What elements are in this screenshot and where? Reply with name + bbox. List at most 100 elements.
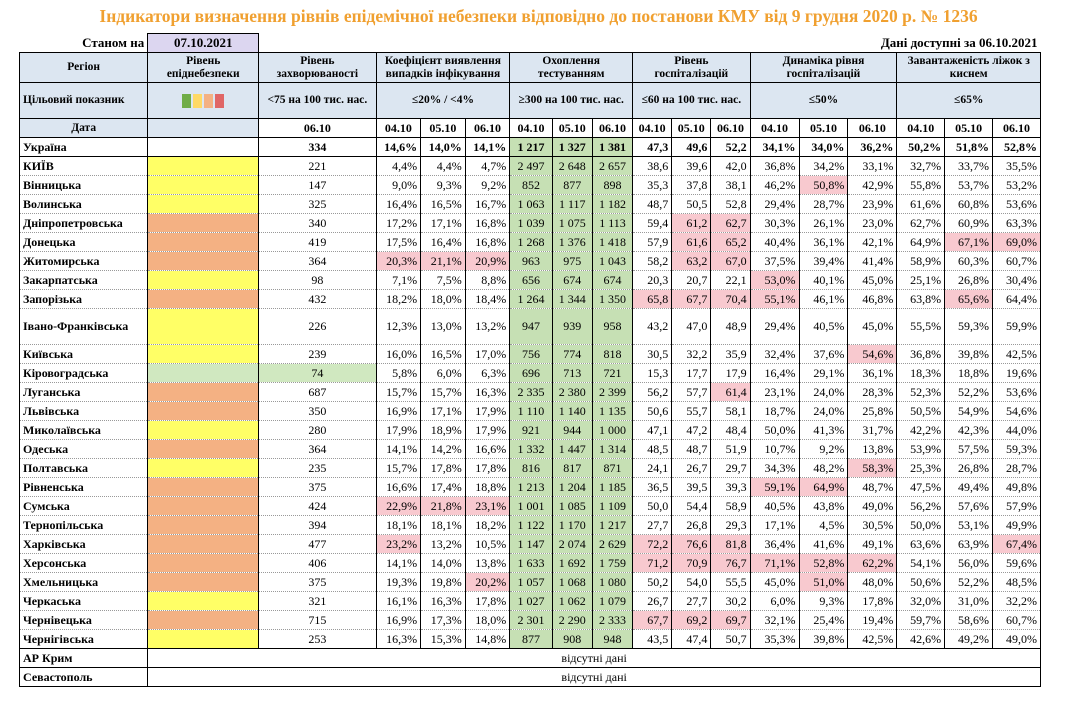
testing-value: 1 000: [591, 420, 634, 440]
beds-value: 39,8%: [944, 344, 993, 364]
table-row: Чернівецька 715 16,9% 17,3% 18,0% 2 301 2 290 2…: [18, 610, 1041, 630]
detection-value: 15,7%: [375, 458, 422, 478]
beds-value: 63,9%: [944, 534, 993, 554]
beds-value: 55,8%: [896, 175, 946, 195]
incidence-value: 74: [258, 363, 377, 383]
region-name: Чернігівська: [18, 629, 149, 649]
hosp-value: 38,1: [710, 175, 751, 195]
danger-level-cell: [147, 137, 260, 157]
testing-value: 1 327: [551, 137, 593, 157]
beds-value: 36,8%: [896, 344, 946, 364]
beds-value: 42,3%: [944, 420, 993, 440]
detection-value: 20,9%: [464, 251, 511, 271]
incidence-value: 321: [258, 591, 377, 611]
hosp-value: 17,9: [710, 363, 751, 383]
hosp-value: 47,2: [671, 420, 712, 440]
hosp-dynamics-value: 36,1%: [798, 232, 849, 252]
detection-value: 14,0%: [420, 553, 466, 573]
beds-value: 49,2%: [944, 629, 993, 649]
testing-value: 2 380: [551, 382, 593, 402]
table-row: Одеська 364 14,1% 14,2% 16,6% 1 332 1 447 1 314…: [18, 439, 1041, 459]
testing-value: 1 447: [551, 439, 593, 459]
danger-level-cell: [147, 534, 260, 554]
testing-value: 1 185: [591, 477, 634, 497]
hosp-dynamics-value: 28,7%: [798, 194, 849, 214]
table-row: Запорізька 432 18,2% 18,0% 18,4% 1 264 1 344 1 …: [18, 289, 1041, 309]
date-header: 04.10: [375, 118, 422, 138]
hosp-dynamics-value: 36,2%: [847, 137, 898, 157]
beds-value: 33,7%: [944, 156, 993, 176]
detection-value: 10,5%: [464, 534, 511, 554]
hosp-dynamics-value: 26,1%: [798, 213, 849, 233]
date-header: 06.10: [992, 118, 1041, 138]
beds-value: 53,9%: [896, 439, 946, 459]
indicators-table: Станом на 07.10.2021 Дані доступні за 06…: [18, 33, 1041, 687]
date-header: 04.10: [896, 118, 946, 138]
hosp-dynamics-value: 41,3%: [798, 420, 849, 440]
table-row: КИЇВ 221 4,4% 4,4% 4,7% 2 497 2 648 2 657 38,6 39…: [18, 156, 1041, 176]
incidence-value: 364: [258, 439, 377, 459]
detection-value: 7,5%: [420, 270, 466, 290]
hosp-dynamics-value: 53,0%: [749, 270, 800, 290]
hosp-dynamics-value: 13,8%: [847, 439, 898, 459]
beds-value: 52,3%: [896, 382, 946, 402]
hosp-value: 67,7: [632, 610, 673, 630]
detection-value: 9,2%: [464, 175, 511, 195]
hosp-dynamics-value: 37,6%: [798, 344, 849, 364]
testing-value: 1 062: [551, 591, 593, 611]
hosp-value: 30,5: [632, 344, 673, 364]
incidence-value: 235: [258, 458, 377, 478]
beds-value: 65,6%: [944, 289, 993, 309]
beds-value: 63,6%: [896, 534, 946, 554]
region-name: Волинська: [18, 194, 149, 214]
hosp-dynamics-value: 48,7%: [847, 477, 898, 497]
date-header: 06.10: [464, 118, 511, 138]
hosp-dynamics-value: 40,5%: [798, 308, 849, 345]
hosp-dynamics-value: 50,0%: [749, 420, 800, 440]
hosp-value: 15,3: [632, 363, 673, 383]
testing-value: 1 381: [591, 137, 634, 157]
incidence-value: 226: [258, 308, 377, 345]
hosp-value: 50,6: [632, 401, 673, 421]
level-legend: [147, 82, 260, 119]
testing-value: 1 079: [591, 591, 634, 611]
hosp-dynamics-value: 42,5%: [847, 629, 898, 649]
region-name: КИЇВ: [18, 156, 149, 176]
hosp-value: 65,8: [632, 289, 673, 309]
beds-value: 54,9%: [944, 401, 993, 421]
detection-value: 6,3%: [464, 363, 511, 383]
hosp-value: 70,9: [671, 553, 712, 573]
beds-value: 49,8%: [992, 477, 1041, 497]
testing-value: 947: [509, 308, 553, 345]
testing-value: 852: [509, 175, 553, 195]
hosp-dynamics-value: 34,1%: [749, 137, 800, 157]
detection-value: 18,1%: [375, 515, 422, 535]
hosp-dynamics-value: 32,4%: [749, 344, 800, 364]
date-header: 06.10: [847, 118, 898, 138]
incidence-value: 350: [258, 401, 377, 421]
beds-value: 61,6%: [896, 194, 946, 214]
incidence-value: 239: [258, 344, 377, 364]
danger-level-cell: [147, 572, 260, 592]
detection-value: 17,1%: [420, 401, 466, 421]
table-row: Севастополь відсутні дані: [18, 667, 1041, 687]
hosp-dynamics-value: 36,1%: [847, 363, 898, 383]
detection-value: 17,0%: [464, 344, 511, 364]
testing-value: 1 068: [551, 572, 593, 592]
testing-value: 2 335: [509, 382, 553, 402]
incidence-value: 424: [258, 496, 377, 516]
detection-value: 13,8%: [464, 553, 511, 573]
incidence-value: 340: [258, 213, 377, 233]
detection-value: 16,1%: [375, 591, 422, 611]
hosp-value: 76,6: [671, 534, 712, 554]
table-row: Київська 239 16,0% 16,5% 17,0% 756 774 818 30,5 3…: [18, 344, 1041, 364]
beds-value: 54,1%: [896, 553, 946, 573]
hosp-value: 47,3: [632, 137, 673, 157]
beds-value: 49,4%: [944, 477, 993, 497]
detection-value: 16,6%: [464, 439, 511, 459]
hosp-dynamics-value: 19,4%: [847, 610, 898, 630]
danger-level-cell: [147, 382, 260, 402]
beds-value: 64,9%: [896, 232, 946, 252]
testing-value: 656: [509, 270, 553, 290]
beds-value: 60,8%: [944, 194, 993, 214]
